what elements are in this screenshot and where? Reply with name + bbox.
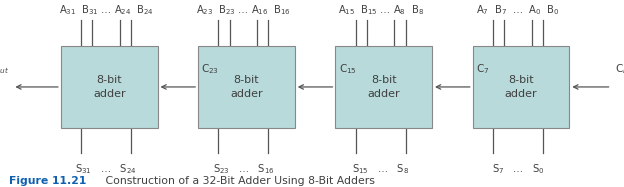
Text: 8-bit
adder: 8-bit adder [505,75,537,99]
Bar [472,46,569,128]
Text: 8-bit
adder: 8-bit adder [93,75,125,99]
Text: S$_{15}$   …   S$_{8}$: S$_{15}$ … S$_{8}$ [352,162,409,176]
Text: S$_{23}$   …   S$_{16}$: S$_{23}$ … S$_{16}$ [213,162,274,176]
Text: 8-bit
adder: 8-bit adder [368,75,400,99]
Text: Figure 11.21: Figure 11.21 [9,176,87,186]
Text: C$_{in}$: C$_{in}$ [615,62,624,76]
Bar [198,46,295,128]
Text: C$_{out}$: C$_{out}$ [0,62,9,76]
Text: S$_{31}$   …   S$_{24}$: S$_{31}$ … S$_{24}$ [76,162,137,176]
Bar [61,46,157,128]
Bar [336,46,432,128]
Text: A$_{23}$  B$_{23}$ … A$_{16}$  B$_{16}$: A$_{23}$ B$_{23}$ … A$_{16}$ B$_{16}$ [196,3,291,17]
Text: A$_{7}$  B$_{7}$  …  A$_{0}$  B$_{0}$: A$_{7}$ B$_{7}$ … A$_{0}$ B$_{0}$ [476,3,560,17]
Text: C$_{15}$: C$_{15}$ [338,62,356,76]
Text: S$_{7}$   …   S$_{0}$: S$_{7}$ … S$_{0}$ [492,162,544,176]
Text: C$_{23}$: C$_{23}$ [201,62,219,76]
Text: A$_{15}$  B$_{15}$ … A$_{8}$  B$_{8}$: A$_{15}$ B$_{15}$ … A$_{8}$ B$_{8}$ [338,3,424,17]
Text: Construction of a 32-Bit Adder Using 8-Bit Adders: Construction of a 32-Bit Adder Using 8-B… [95,176,376,186]
Text: A$_{31}$  B$_{31}$ … A$_{24}$  B$_{24}$: A$_{31}$ B$_{31}$ … A$_{24}$ B$_{24}$ [59,3,154,17]
Text: 8-bit
adder: 8-bit adder [230,75,263,99]
Text: C$_{7}$: C$_{7}$ [475,62,489,76]
